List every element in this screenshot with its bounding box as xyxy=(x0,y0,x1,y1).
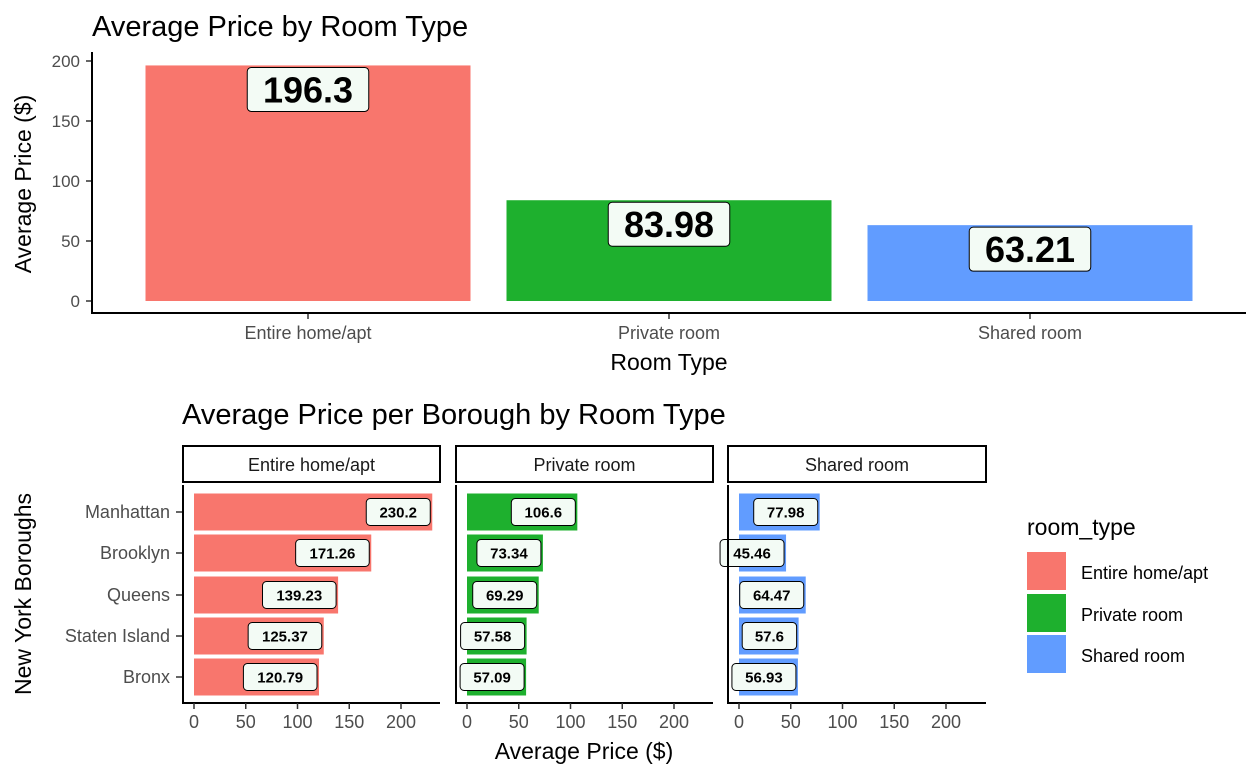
facet-strip-label-private-room: Private room xyxy=(533,455,635,475)
value-label-box-entire-home-apt-bronx xyxy=(242,663,318,691)
value-label-box-shared-room-staten-island xyxy=(741,622,798,650)
facet-x-tick-label-shared-room-200: 200 xyxy=(931,712,961,732)
facet-x-tick-label-entire-home-apt-200: 200 xyxy=(386,712,416,732)
facet-x-tick-label-entire-home-apt-0: 0 xyxy=(189,712,199,732)
top-value-label-private-room: 83.98 xyxy=(624,204,714,245)
borough-label-brooklyn: Brooklyn xyxy=(100,543,170,563)
value-label-shared-room-bronx: 56.93 xyxy=(745,670,783,687)
facet-x-tick-label-shared-room-100: 100 xyxy=(827,712,857,732)
facet-strip-label-shared-room: Shared room xyxy=(805,455,909,475)
facet-x-tick-label-entire-home-apt-50: 50 xyxy=(236,712,256,732)
value-label-box-private-room-manhattan xyxy=(510,498,576,526)
value-label-box-entire-home-apt-staten-island xyxy=(247,622,323,650)
legend-label-private-room: Private room xyxy=(1081,605,1183,625)
top-x-tick-label-shared-room: Shared room xyxy=(978,323,1082,343)
value-label-shared-room-staten-island: 57.6 xyxy=(755,629,784,646)
facet-x-tick-label-shared-room-50: 50 xyxy=(781,712,801,732)
borough-label-bronx: Bronx xyxy=(123,667,170,687)
facet-x-tick-label-private-room-200: 200 xyxy=(659,712,689,732)
top-value-label-box-entire-home-apt xyxy=(246,66,370,112)
facet-strip-shared-room xyxy=(727,445,987,483)
value-label-shared-room-manhattan: 77.98 xyxy=(767,505,805,522)
top-y-axis-title: Average Price ($) xyxy=(10,95,36,274)
value-label-shared-room-queens: 64.47 xyxy=(753,588,791,605)
borough-label-queens: Queens xyxy=(107,585,170,605)
borough-label-staten-island: Staten Island xyxy=(65,626,170,646)
value-label-box-private-room-queens xyxy=(472,581,538,609)
value-label-box-entire-home-apt-manhattan xyxy=(365,498,431,526)
value-label-entire-home-apt-manhattan: 230.2 xyxy=(379,505,417,522)
value-label-box-shared-room-bronx xyxy=(731,663,797,691)
facet-marks: Manhattan Brooklyn Queens Staten Island Bron… xyxy=(65,445,987,732)
top-y-tick-label-150: 150 xyxy=(52,112,80,131)
value-label-private-room-queens: 69.29 xyxy=(486,588,524,605)
facet-strip-private-room xyxy=(455,445,714,483)
facet-x-tick-label-private-room-100: 100 xyxy=(555,712,585,732)
value-label-entire-home-apt-staten-island: 125.37 xyxy=(262,629,308,646)
value-label-box-entire-home-apt-brooklyn xyxy=(295,539,370,567)
facet-x-tick-label-private-room-0: 0 xyxy=(462,712,472,732)
value-label-box-shared-room-manhattan xyxy=(753,498,819,526)
value-label-box-private-room-staten-island xyxy=(460,622,526,650)
legend-key-entire-home-apt xyxy=(1027,552,1066,590)
top-y-tick-label-50: 50 xyxy=(61,232,80,251)
borough-label-manhattan: Manhattan xyxy=(85,502,170,522)
legend-key-shared-room xyxy=(1027,635,1066,673)
facet-x-tick-label-entire-home-apt-150: 150 xyxy=(334,712,364,732)
value-label-entire-home-apt-brooklyn: 171.26 xyxy=(310,546,356,563)
value-label-entire-home-apt-queens: 139.23 xyxy=(276,588,322,605)
legend: room_type Entire home/apt Private room Sha… xyxy=(1027,514,1208,673)
legend-label-entire-home-apt: Entire home/apt xyxy=(1081,563,1208,583)
legend-label-shared-room: Shared room xyxy=(1081,646,1185,666)
facet-strip-label-entire-home-apt: Entire home/apt xyxy=(248,455,375,475)
value-label-entire-home-apt-bronx: 120.79 xyxy=(257,670,303,687)
top-chart-marks: 0 50 100 150 200 Entire home/apt 196.3 Private … xyxy=(52,52,1193,343)
top-value-label-box-private-room xyxy=(607,201,731,247)
facet-x-tick-label-private-room-50: 50 xyxy=(509,712,529,732)
top-chart-title: Average Price by Room Type xyxy=(92,11,468,43)
value-label-private-room-manhattan: 106.6 xyxy=(525,505,563,522)
legend-title: room_type xyxy=(1027,514,1136,540)
value-label-box-shared-room-queens xyxy=(739,581,805,609)
value-label-box-private-room-brooklyn xyxy=(476,539,542,567)
bottom-chart-title: Average Price per Borough by Room Type xyxy=(182,399,726,431)
top-x-axis-title: Room Type xyxy=(610,349,727,375)
facet-x-tick-label-private-room-150: 150 xyxy=(607,712,637,732)
top-value-label-box-shared-room xyxy=(968,226,1092,272)
value-label-box-private-room-bronx xyxy=(459,663,525,691)
top-value-label-shared-room: 63.21 xyxy=(985,229,1075,270)
facet-x-tick-label-shared-room-0: 0 xyxy=(734,712,744,732)
value-label-private-room-brooklyn: 73.34 xyxy=(490,546,528,563)
facet-x-tick-label-entire-home-apt-100: 100 xyxy=(282,712,312,732)
facet-strip-entire-home-apt xyxy=(182,445,441,483)
facet-x-tick-label-shared-room-150: 150 xyxy=(879,712,909,732)
value-label-box-entire-home-apt-queens xyxy=(262,581,337,609)
top-x-tick-label-entire-home-apt: Entire home/apt xyxy=(244,323,371,343)
value-label-private-room-bronx: 57.09 xyxy=(473,670,511,687)
top-y-tick-label-0: 0 xyxy=(71,292,80,311)
bottom-x-axis-title: Average Price ($) xyxy=(495,738,674,764)
legend-key-private-room xyxy=(1027,594,1066,632)
value-label-shared-room-brooklyn: 45.46 xyxy=(733,546,771,563)
bottom-y-axis-title: New York Boroughs xyxy=(10,493,36,695)
top-y-tick-label-200: 200 xyxy=(52,52,80,71)
top-y-tick-label-100: 100 xyxy=(52,172,80,191)
value-label-private-room-staten-island: 57.58 xyxy=(474,629,512,646)
top-x-tick-label-private-room: Private room xyxy=(618,323,720,343)
top-value-label-entire-home-apt: 196.3 xyxy=(263,69,353,110)
value-label-box-shared-room-brooklyn xyxy=(719,539,785,567)
